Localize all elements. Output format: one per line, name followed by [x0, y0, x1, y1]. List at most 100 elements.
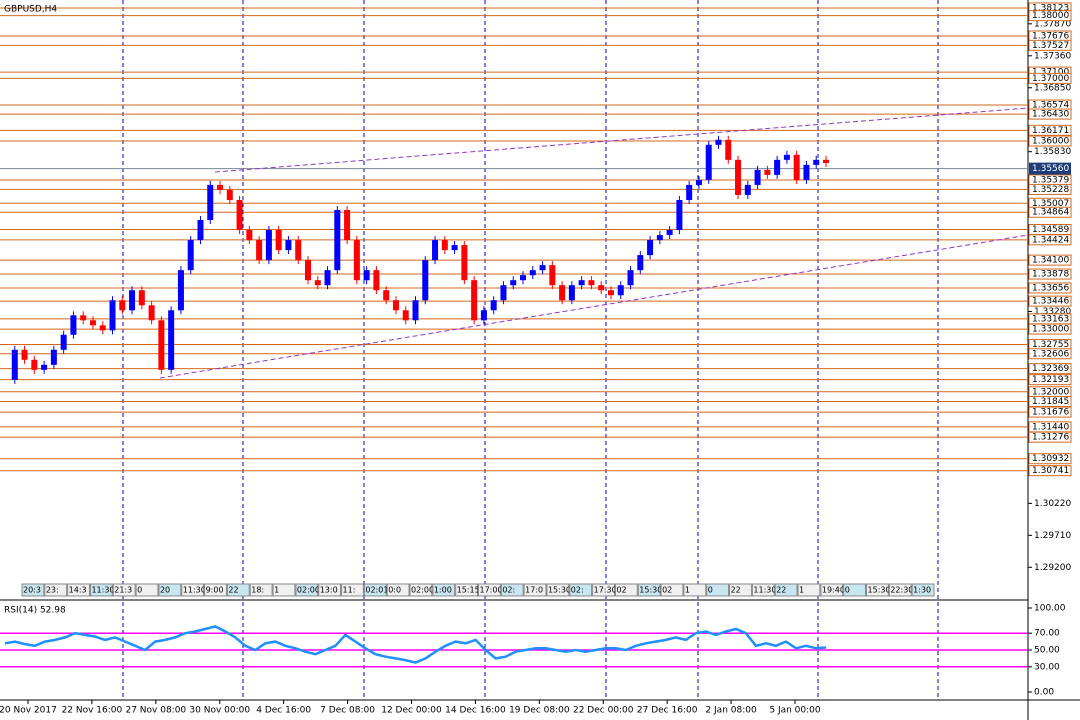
candle-body: [295, 240, 302, 261]
candle-body: [31, 359, 38, 370]
candle-body: [510, 280, 517, 286]
x-tick-label: 22 Dec 00:00: [573, 706, 634, 716]
grid: [0, 0, 1028, 700]
time-badge: [546, 583, 570, 597]
candle-body: [275, 230, 282, 251]
time-badge-label: 11:30: [91, 586, 114, 595]
level-label: 1.32755: [1032, 340, 1069, 350]
time-badge: [204, 583, 227, 597]
level-label-box: [1028, 453, 1072, 465]
candle-body: [578, 280, 585, 286]
level-label: 1.37000: [1032, 74, 1069, 84]
candle-body: [304, 260, 311, 281]
y-tick-label: 1.37360: [1034, 51, 1071, 61]
time-badge: [89, 583, 113, 597]
time-badge-label: 1: [685, 586, 690, 595]
level-label-box: [1028, 108, 1072, 120]
level-label: 1.34424: [1032, 235, 1069, 245]
trend-line: [159, 234, 1029, 379]
level-label: 1.32369: [1032, 364, 1069, 374]
time-badge-label: 02: [616, 586, 626, 595]
time-badge: [797, 583, 821, 597]
candle-body: [754, 169, 761, 185]
time-badge-label: 22: [776, 586, 786, 595]
candle-body: [412, 300, 419, 321]
candle-body: [539, 265, 546, 271]
candle-body: [793, 154, 800, 180]
level-label-box: [1028, 348, 1072, 360]
y-tick-label: 1.29710: [1034, 531, 1071, 541]
candle-body: [803, 164, 810, 180]
level-label: 1.33446: [1032, 297, 1069, 307]
time-badge-label: 02:00: [297, 586, 320, 595]
level-label-box: [1028, 39, 1072, 51]
level-label: 1.36000: [1032, 137, 1069, 147]
time-badge: [386, 583, 410, 597]
candle-body: [334, 209, 341, 271]
level-label: 1.33878: [1032, 270, 1069, 280]
level-label: 1.38000: [1032, 11, 1069, 21]
candle-body: [529, 270, 536, 276]
level-label: 1.37100: [1032, 68, 1069, 78]
time-badge: [706, 583, 730, 597]
time-badge: [295, 583, 319, 597]
candle-body: [647, 240, 654, 256]
level-label-box: [1028, 135, 1072, 147]
time-badge-label: 22: [228, 586, 238, 595]
level-label-box: [1028, 183, 1072, 195]
candle-body: [549, 265, 556, 286]
candle-body: [41, 364, 48, 370]
level-label: 1.36171: [1032, 126, 1069, 136]
time-badge: [432, 583, 456, 597]
candle-body: [324, 270, 331, 286]
candle-body: [70, 315, 77, 335]
time-badge-label: 1:00: [434, 586, 452, 595]
time-badge: [774, 583, 798, 597]
rsi-tick-label: 70.00: [1034, 629, 1060, 639]
time-badge-label: 11:30: [753, 586, 776, 595]
level-label: 1.34864: [1032, 208, 1069, 218]
candle-body: [637, 255, 644, 271]
rsi-tick-label: 0.00: [1034, 688, 1054, 698]
candle-body: [568, 285, 575, 301]
candle-body: [471, 280, 478, 321]
time-badge-label: 0:0: [388, 586, 401, 595]
candle-body: [656, 235, 663, 241]
level-label: 1.38123: [1032, 3, 1069, 13]
level-label: 1.32193: [1032, 375, 1069, 385]
candle-body: [441, 240, 448, 251]
candle-body: [50, 349, 57, 365]
time-badge: [272, 583, 296, 597]
x-tick-label: 27 Dec 16:00: [637, 706, 698, 716]
y-tick-label: 1.35830: [1034, 147, 1071, 157]
candle-body: [735, 159, 742, 195]
level-label: 1.32606: [1032, 349, 1069, 359]
time-badge: [455, 583, 478, 597]
time-badge: [409, 583, 433, 597]
time-badge-label: 14:3: [69, 586, 87, 595]
candle-body: [774, 159, 781, 175]
candle-body: [823, 159, 829, 163]
x-tick-label: 12 Dec 00:00: [381, 706, 442, 716]
time-badge: [318, 583, 342, 597]
level-label-box: [1028, 72, 1072, 84]
level-label: 1.37527: [1032, 41, 1069, 51]
time-badge-label: 02: [662, 586, 672, 595]
time-badge-label: 02:: [571, 586, 584, 595]
time-badge-label: 22: [731, 586, 741, 595]
candle-body: [363, 270, 370, 281]
level-label-box: [1028, 295, 1072, 307]
candle-body: [119, 300, 126, 311]
x-tick-label: 5 Jan 00:00: [769, 706, 821, 716]
level-label: 1.30741: [1032, 466, 1069, 476]
time-badge: [158, 583, 182, 597]
level-label: 1.35007: [1032, 199, 1069, 209]
x-tick-label: 7 Dec 08:00: [320, 706, 375, 716]
y-tick-label: 1.29200: [1034, 563, 1071, 573]
time-badge-label: 11:30: [183, 586, 206, 595]
time-badge-label: 1: [799, 586, 804, 595]
candle-body: [617, 285, 624, 296]
candle-body: [99, 325, 106, 331]
rsi-line: [4, 625, 827, 664]
